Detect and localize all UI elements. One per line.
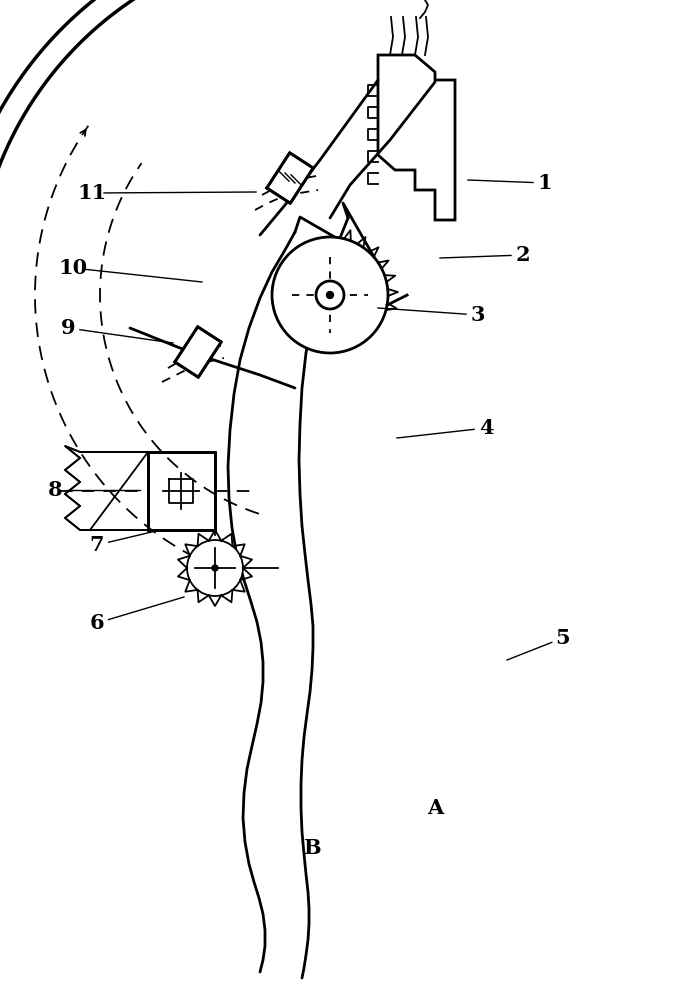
Text: 9: 9 <box>61 318 75 338</box>
Circle shape <box>187 540 243 596</box>
Text: 6: 6 <box>90 613 104 633</box>
Polygon shape <box>378 55 455 220</box>
Text: 8: 8 <box>48 480 62 500</box>
Polygon shape <box>65 446 148 530</box>
Polygon shape <box>267 153 313 203</box>
Circle shape <box>316 281 344 309</box>
Text: 10: 10 <box>59 258 87 278</box>
Circle shape <box>212 565 218 571</box>
Text: 7: 7 <box>90 535 104 555</box>
Text: 1: 1 <box>537 173 552 193</box>
Polygon shape <box>175 327 221 377</box>
Text: 3: 3 <box>471 305 486 325</box>
Circle shape <box>327 292 333 298</box>
Circle shape <box>272 237 388 353</box>
Text: 2: 2 <box>516 245 531 265</box>
Text: 11: 11 <box>77 183 106 203</box>
Text: 4: 4 <box>479 418 493 438</box>
Polygon shape <box>148 452 215 530</box>
Text: B: B <box>303 838 321 858</box>
Text: A: A <box>427 798 443 818</box>
Text: 5: 5 <box>556 628 570 648</box>
